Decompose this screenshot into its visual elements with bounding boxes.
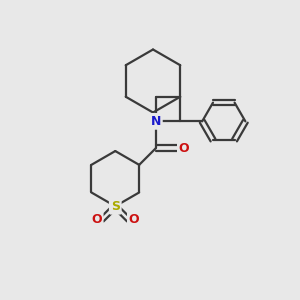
Text: O: O	[91, 213, 102, 226]
Text: O: O	[129, 213, 140, 226]
Text: O: O	[179, 142, 190, 155]
Text: N: N	[151, 115, 161, 128]
Text: S: S	[111, 200, 120, 213]
